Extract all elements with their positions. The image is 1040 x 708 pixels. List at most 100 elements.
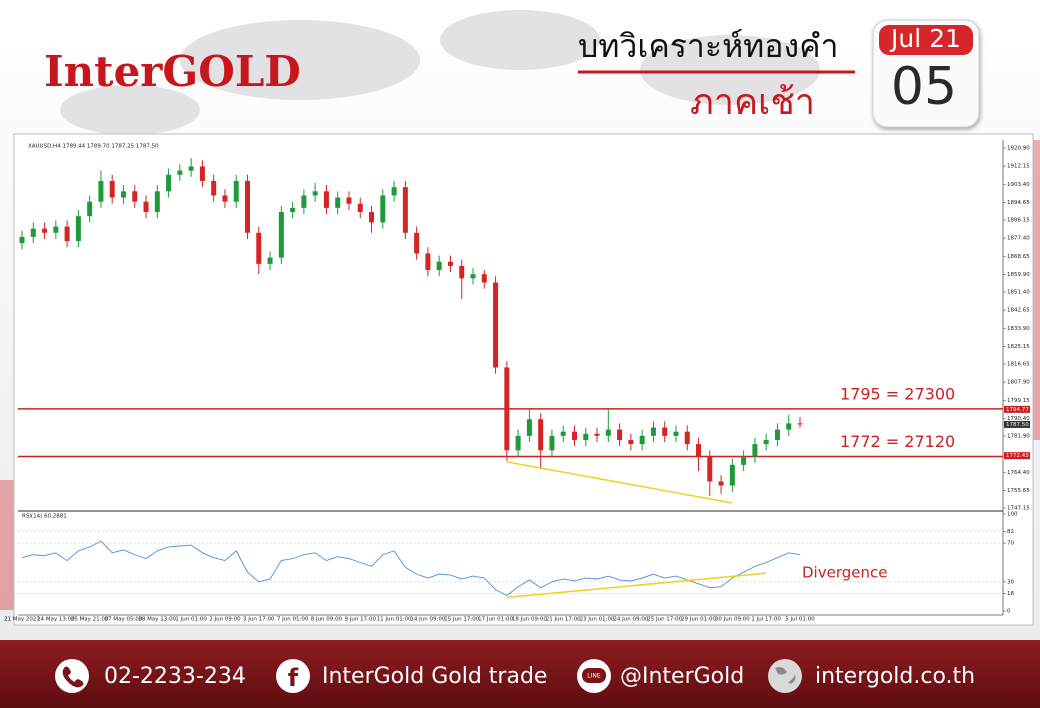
rsi-tick-label: 18 — [1007, 591, 1014, 597]
level-label: 1795 = 27300 — [840, 384, 955, 403]
x-tick-label: 8 Jun 09:00 — [311, 617, 343, 623]
footer-band — [0, 640, 1040, 708]
candle-body — [256, 232, 262, 264]
rsi-tick-label: 82 — [1007, 529, 1014, 535]
candle-body — [617, 429, 623, 440]
candle-body — [143, 201, 149, 213]
y-tick-label: 1886.15 — [1007, 218, 1030, 224]
y-tick-label: 1799.15 — [1007, 398, 1030, 404]
candle-body — [380, 195, 386, 223]
candle-body — [188, 166, 194, 171]
x-tick-label: 30 Jun 09:00 — [715, 617, 750, 623]
calendar-month: Jul 21 — [889, 24, 961, 53]
candle-body — [673, 431, 679, 436]
candle-body — [684, 431, 690, 445]
y-tick-label: 1877.40 — [1007, 236, 1030, 242]
candle-body — [166, 174, 172, 192]
candle-body — [707, 456, 713, 482]
trendline — [506, 461, 733, 504]
candle-body — [515, 435, 521, 451]
y-tick-label: 1920.90 — [1007, 146, 1030, 152]
candle-body — [425, 253, 431, 271]
candle-body — [571, 431, 577, 440]
candle-body — [391, 187, 397, 196]
candle-body — [752, 444, 758, 457]
candle-body — [786, 423, 792, 430]
candle-body — [233, 180, 239, 202]
candle-body — [594, 433, 600, 436]
candle-body — [312, 191, 318, 196]
candle-body — [538, 419, 544, 451]
price-tag — [1004, 420, 1030, 428]
candle-body — [583, 433, 589, 440]
rsi-label: RSI(14) 60.2881 — [22, 514, 67, 520]
y-tick-label: 1903.40 — [1007, 182, 1030, 188]
candle-body — [470, 274, 476, 279]
x-tick-label: 18 Jun 09:00 — [512, 617, 547, 623]
price-tag — [1004, 405, 1030, 413]
candle-body — [549, 435, 555, 451]
candle-body — [414, 232, 420, 254]
rsi-tick-label: 70 — [1007, 541, 1014, 547]
y-tick-label: 1894.65 — [1007, 200, 1030, 206]
x-tick-label: 11 Jun 01:00 — [377, 617, 412, 623]
candle-body — [19, 236, 25, 244]
candle-body — [741, 456, 747, 465]
candle-body — [154, 191, 160, 213]
y-tick-label: 1807.90 — [1007, 380, 1030, 386]
x-tick-label: 17 Jun 01:00 — [478, 617, 513, 623]
y-tick-label: 1781.90 — [1007, 434, 1030, 440]
x-tick-label: 3 Jun 17:00 — [243, 617, 275, 623]
level-label: 1772 = 27120 — [840, 432, 955, 451]
x-tick-label: 21 May 2021 — [4, 617, 40, 623]
candle-body — [560, 431, 566, 436]
candle-body — [98, 180, 104, 202]
candle-body — [222, 195, 228, 202]
x-tick-label: 14 Jun 09:00 — [410, 617, 445, 623]
y-tick-label: 1816.65 — [1007, 362, 1030, 368]
candle-body — [278, 212, 284, 258]
price-tag-label: 1787.50 — [1006, 422, 1029, 428]
candle-body — [481, 274, 487, 283]
candle-body — [763, 439, 769, 445]
price-tag-label: 1794.77 — [1006, 407, 1029, 413]
candle-body — [696, 444, 702, 457]
chart-frame — [13, 133, 1034, 626]
y-tick-label: 1912.15 — [1007, 164, 1030, 170]
y-tick-label: 1833.90 — [1007, 326, 1030, 332]
candle-body — [42, 228, 48, 233]
footer-icons: f LINE — [55, 659, 802, 693]
candle-body — [402, 187, 408, 233]
candle-body — [493, 282, 499, 368]
y-tick-label: 1825.15 — [1007, 344, 1030, 350]
y-tick-label: 1859.90 — [1007, 272, 1030, 278]
candle-body — [64, 226, 70, 242]
rsi-tick-label: 100 — [1007, 512, 1018, 518]
footer-line: @InterGold — [620, 664, 744, 689]
x-tick-label: 1 Jul 17:00 — [751, 617, 781, 623]
candle-body — [504, 367, 510, 451]
candle-body — [245, 180, 251, 233]
y-tick-label: 1851.40 — [1007, 290, 1030, 296]
symbol-info: XAUUSD,H4 1789.44 1789.70 1787.25 1787.5… — [28, 144, 159, 150]
svg-text:LINE: LINE — [587, 673, 601, 680]
rsi-trendline — [506, 572, 767, 599]
candle-body — [75, 216, 81, 242]
candle-body — [357, 203, 363, 213]
candle-body — [53, 226, 59, 233]
price-tag-label: 1772.43 — [1006, 453, 1029, 459]
rsi-annotation: Divergence — [802, 564, 887, 582]
x-tick-label: 29 Jun 01:00 — [681, 617, 716, 623]
price-tag — [1004, 452, 1030, 460]
pixel-decor — [0, 140, 1040, 610]
candle-body — [526, 419, 532, 436]
x-tick-label: 7 Jun 01:00 — [277, 617, 309, 623]
footer-facebook: InterGold Gold trade — [322, 664, 547, 689]
y-tick-label: 1842.65 — [1007, 308, 1030, 314]
x-tick-label: 9 Jun 17:00 — [345, 617, 377, 623]
calendar-day: 05 — [891, 57, 957, 117]
candle-body — [301, 195, 307, 208]
rsi-tick-label: 30 — [1007, 579, 1014, 585]
